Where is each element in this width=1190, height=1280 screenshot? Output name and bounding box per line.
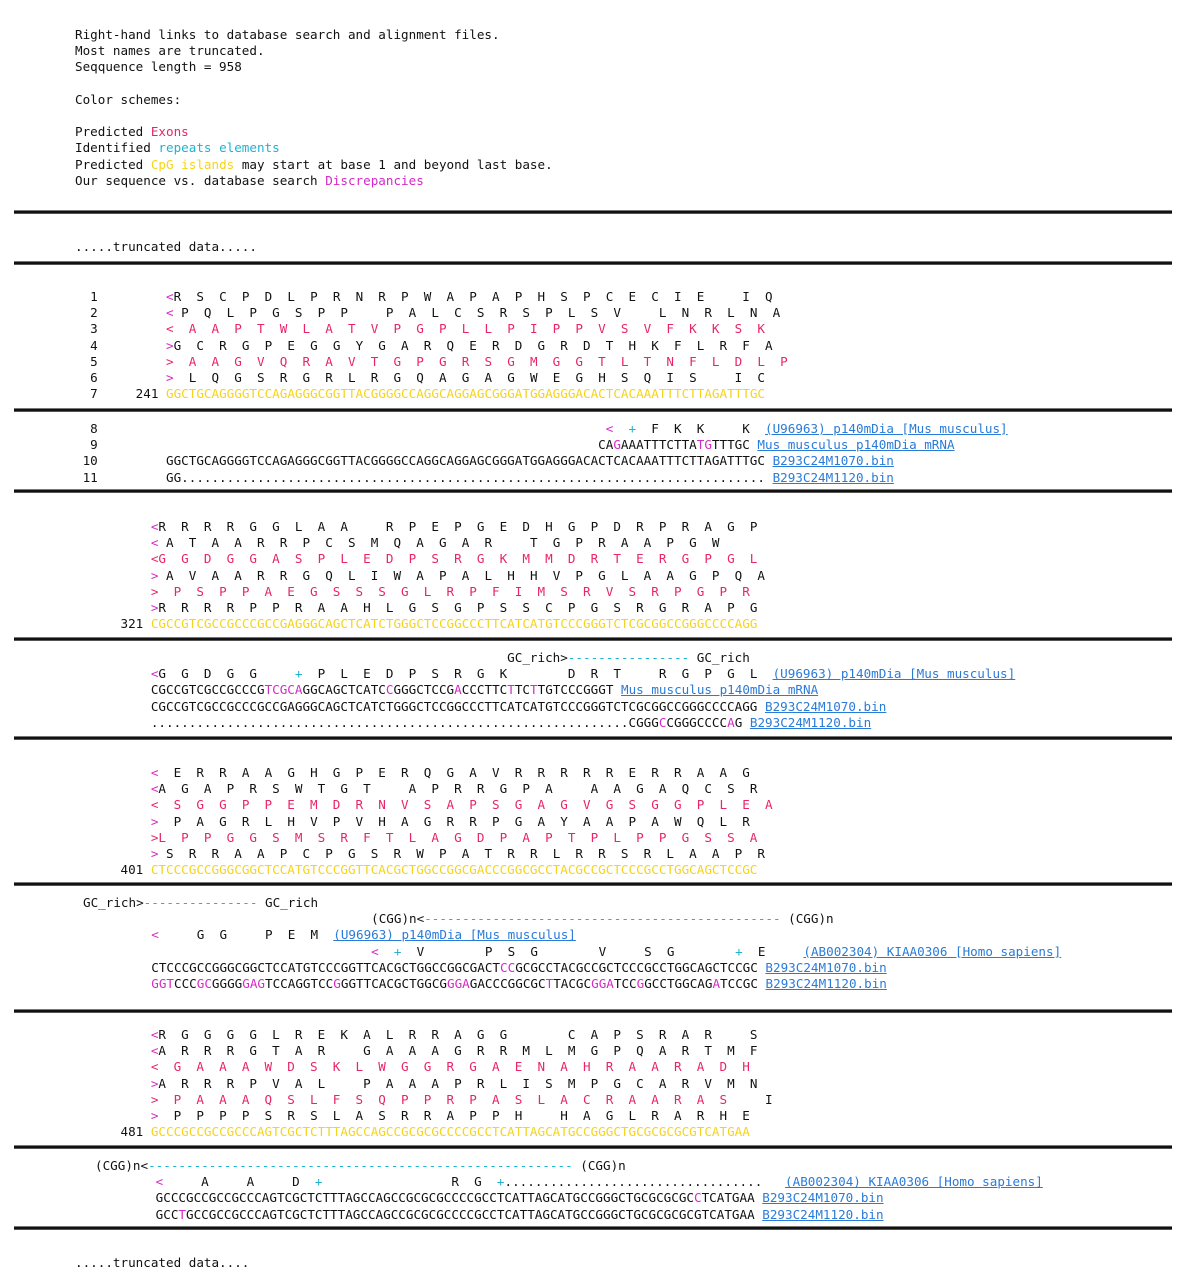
link-b1070[interactable]: B293C24M1070.bin (762, 1190, 884, 1206)
divider (14, 490, 1172, 492)
divider (14, 883, 1172, 885)
link-u96963[interactable]: (U96963) p140mDia [Mus musculus] (765, 421, 1008, 436)
link-u96963-short[interactable]: (U96963) p140mDia [Mus musculus] (333, 927, 576, 943)
divider (14, 1146, 1172, 1148)
divider (14, 409, 1172, 411)
divider (14, 1010, 1172, 1012)
link-u96963[interactable]: (U96963) p140mDia [Mus musculus] (772, 666, 1016, 682)
link-b1120[interactable]: B293C24M1120.bin (772, 469, 894, 485)
alignment-block-401: GC_rich>--------------- GC_rich (CGG)n<-… (83, 895, 1062, 992)
sequence-block-321: <R R R R G G L A A R P E P G E D H G P D… (120, 519, 765, 632)
sequence-block-481: <R G G G G L R E K A L R R A G G C A P S… (120, 1027, 773, 1140)
truncated-data-top: .....truncated data..... (75, 239, 257, 254)
sequence-block-401: < E R R A A G H G P E R Q G A V R R R R … (120, 765, 773, 878)
link-ab002304[interactable]: (AB002304) KIAA0306 [Homo sapiens] (803, 943, 1062, 959)
divider (14, 1227, 1172, 1229)
link-b1120[interactable]: B293C24M1120.bin (749, 714, 872, 730)
link-mus-mrna[interactable]: Mus musculus p140mDia mRNA (757, 437, 955, 453)
link-b1070[interactable]: B293C24M1070.bin (764, 698, 887, 714)
alignment-block-241: 8 < + F K K K (U96963) p140mDia [Mus mus… (75, 421, 1008, 485)
link-ab002304[interactable]: (AB002304) KIAA0306 [Homo sapiens] (785, 1174, 1043, 1190)
divider (14, 737, 1172, 739)
alignment-block-481: (CGG)n<---------------------------------… (95, 1158, 1043, 1222)
divider (14, 262, 1172, 264)
link-mus-mrna[interactable]: Mus musculus p140mDia mRNA (621, 682, 819, 698)
legend-intro: Right-hand links to database search and … (75, 27, 553, 188)
alignment-block-321: GC_rich>---------------- GC_rich <G G D … (75, 650, 1016, 730)
link-b1120[interactable]: B293C24M1120.bin (762, 1206, 884, 1222)
sequence-block-241: 1 <R S C P D L P R N R P W A P A P H S P… (75, 289, 788, 402)
link-b1070[interactable]: B293C24M1070.bin (772, 453, 894, 469)
link-b1120[interactable]: B293C24M1120.bin (765, 976, 887, 992)
truncated-data-bottom: .....truncated data.... (75, 1255, 250, 1270)
link-b1070[interactable]: B293C24M1070.bin (765, 959, 887, 975)
divider (14, 638, 1172, 640)
divider (14, 211, 1172, 213)
